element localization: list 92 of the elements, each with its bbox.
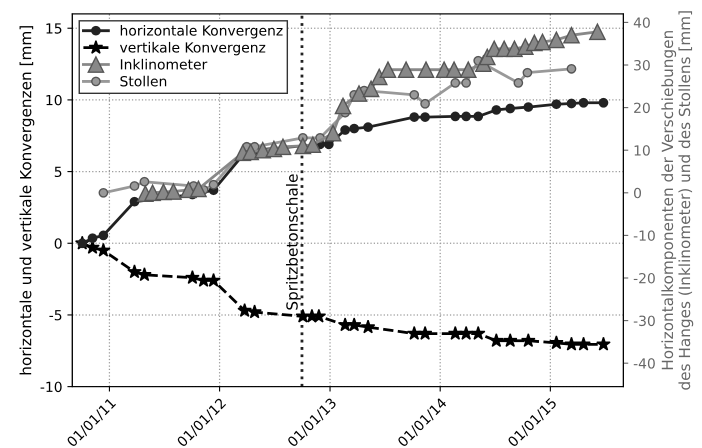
y2-tick-label: -40 (634, 358, 655, 369)
point (242, 144, 259, 160)
point (596, 336, 611, 351)
point (324, 124, 342, 142)
point (98, 230, 108, 240)
point (185, 270, 200, 284)
point (589, 23, 606, 40)
point (461, 112, 472, 122)
point (274, 138, 292, 156)
y2-tick-label: 10 (634, 145, 650, 156)
point (461, 78, 472, 88)
point (380, 61, 396, 78)
point (549, 335, 564, 350)
legend-label: horizontale Konvergenz (120, 25, 283, 38)
point (460, 61, 477, 78)
point (237, 303, 252, 317)
point (470, 326, 486, 340)
point (346, 317, 362, 332)
y2-axis-title: Horizontalkomponenten der Verschiebungen des Hanges (Inklinometer) und des Stollens [mm] (661, 11, 694, 390)
point (206, 272, 221, 287)
point (578, 98, 588, 108)
point (489, 333, 504, 348)
point (420, 112, 430, 122)
point (340, 125, 350, 135)
point (363, 122, 373, 132)
legend-label: Stollen (120, 76, 166, 86)
point (491, 105, 502, 115)
point (88, 233, 98, 244)
point (350, 85, 368, 102)
point (566, 98, 576, 108)
point (409, 112, 420, 122)
point (598, 98, 608, 108)
point (566, 64, 576, 74)
point (349, 124, 360, 134)
point (304, 136, 322, 153)
point (521, 333, 536, 348)
point (522, 68, 532, 78)
point (458, 326, 474, 340)
point (98, 188, 108, 198)
point (196, 272, 211, 287)
y-tick-label: -5 (49, 310, 62, 320)
y2-tick-label: 20 (634, 102, 650, 114)
point (130, 196, 140, 207)
point (420, 98, 430, 109)
point (446, 61, 462, 78)
point (127, 264, 142, 278)
point (418, 61, 434, 78)
point (370, 68, 388, 86)
y2-tick-label: 0 (634, 188, 642, 198)
point (548, 32, 565, 48)
point (137, 267, 152, 282)
point (576, 336, 591, 351)
point (360, 319, 376, 334)
legend-label: vertikale Konvergenz (120, 42, 266, 56)
point (563, 26, 580, 44)
point (450, 112, 460, 122)
y-tick-label: 5 (54, 166, 62, 178)
y2-tick-label: -10 (634, 230, 655, 241)
y-tick-label: -10 (40, 382, 62, 392)
y2-tick-label: 30 (634, 60, 650, 70)
point (502, 333, 518, 348)
point (505, 104, 516, 114)
y-tick-label: 15 (46, 23, 62, 34)
point (130, 181, 140, 191)
point (418, 326, 432, 340)
point (208, 180, 218, 190)
legend-label: Inklinometer (120, 58, 208, 70)
point (513, 78, 524, 88)
point (362, 80, 380, 98)
y-tick-label: 10 (46, 94, 62, 106)
y2-tick-label: 40 (634, 17, 650, 28)
point (409, 90, 420, 100)
point (165, 183, 182, 200)
point (247, 304, 262, 318)
point (140, 176, 150, 187)
point (473, 112, 484, 122)
y-tick-label: 0 (54, 238, 62, 249)
point (96, 242, 111, 257)
point (398, 61, 414, 78)
point (523, 102, 534, 112)
point (552, 99, 562, 110)
point (564, 336, 579, 351)
y2-tick-label: -30 (634, 316, 655, 326)
point (450, 78, 460, 88)
y2-tick-label: -20 (634, 272, 655, 284)
point (334, 98, 352, 114)
ref-line-label: Spritzbetonschale (286, 174, 301, 310)
point (534, 34, 551, 50)
point (448, 326, 463, 340)
point (406, 326, 422, 340)
y-axis-title: horizontale und vertikale Konvergenzen [mm] (20, 26, 34, 374)
point (190, 180, 207, 198)
